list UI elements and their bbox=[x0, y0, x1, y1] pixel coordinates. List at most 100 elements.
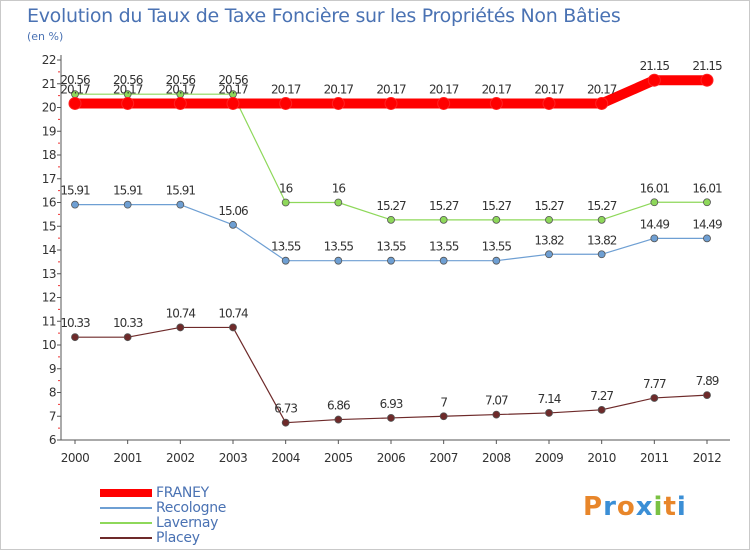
proxiti-logo: Proxiti bbox=[583, 492, 687, 522]
data-point-placey bbox=[387, 414, 395, 422]
data-label-franey: 20.17 bbox=[324, 82, 354, 96]
data-label-placey: 10.74 bbox=[218, 306, 248, 320]
data-labels: 20.17 20.17 20.17 20.17 20.17 20.17 20.17 20.17… bbox=[60, 59, 723, 416]
legend-label-recologne: Recologne bbox=[156, 499, 227, 516]
legend-item-franey: FRANEY bbox=[100, 485, 209, 501]
y-tick-label: 19 bbox=[42, 124, 56, 138]
logo-letter: i bbox=[676, 492, 687, 522]
logo-letter: t bbox=[663, 492, 677, 522]
data-label-recologne: 13.82 bbox=[534, 233, 564, 247]
x-tick-label: 2001 bbox=[113, 451, 142, 465]
data-point-placey bbox=[123, 333, 132, 342]
data-label-placey: 10.74 bbox=[166, 306, 196, 320]
data-point-franey bbox=[121, 96, 135, 110]
data-point-lavernay bbox=[545, 215, 553, 224]
data-point-placey bbox=[176, 323, 185, 332]
data-label-lavernay: 16 bbox=[332, 182, 346, 196]
y-tick-label: 18 bbox=[42, 148, 56, 162]
data-point-placey bbox=[597, 405, 606, 414]
data-point-lavernay bbox=[281, 198, 290, 207]
data-label-placey: 7.14 bbox=[538, 392, 561, 406]
data-label-placey: 6.93 bbox=[380, 397, 403, 411]
x-tick-label: 2011 bbox=[640, 451, 669, 465]
data-label-placey: 10.33 bbox=[60, 316, 90, 330]
data-label-recologne: 13.55 bbox=[376, 240, 406, 254]
y-tick-label: 6 bbox=[49, 433, 56, 447]
y-tick-label: 16 bbox=[42, 196, 56, 210]
data-label-recologne: 15.91 bbox=[166, 184, 196, 198]
data-point-placey bbox=[545, 409, 553, 417]
data-label-placey: 6.73 bbox=[274, 402, 297, 416]
data-point-placey bbox=[439, 412, 448, 421]
data-label-franey: 20.17 bbox=[482, 82, 512, 96]
logo-letter: r bbox=[603, 492, 617, 522]
y-tick-label: 14 bbox=[42, 243, 56, 257]
data-point-recologne bbox=[703, 234, 711, 243]
data-label-lavernay: 20.56 bbox=[60, 73, 90, 87]
data-point-franey bbox=[384, 96, 398, 110]
legend-label-placey: Placey bbox=[156, 529, 200, 546]
x-tick-label: 2003 bbox=[219, 451, 248, 465]
x-tick-label: 2009 bbox=[535, 451, 564, 465]
data-point-lavernay bbox=[650, 198, 659, 207]
data-label-lavernay: 16.01 bbox=[640, 181, 670, 195]
legend-label-lavernay: Lavernay bbox=[156, 514, 219, 531]
data-point-lavernay bbox=[492, 215, 501, 224]
data-label-recologne: 15.91 bbox=[60, 184, 90, 198]
data-label-franey: 20.17 bbox=[534, 82, 564, 96]
data-point-lavernay bbox=[597, 215, 606, 224]
legend-item-placey: Placey bbox=[100, 529, 200, 546]
data-label-franey: 20.17 bbox=[60, 82, 90, 96]
data-label-placey: 6.86 bbox=[327, 399, 350, 413]
logo-letter: x bbox=[635, 492, 654, 522]
y-tick-label: 17 bbox=[42, 172, 56, 186]
data-point-recologne bbox=[176, 200, 185, 209]
data-point-franey bbox=[279, 96, 293, 110]
data-point-franey bbox=[647, 73, 661, 87]
logo-letter: o bbox=[616, 492, 636, 522]
data-point-recologne bbox=[387, 256, 395, 265]
data-label-franey: 20.17 bbox=[587, 82, 617, 96]
data-point-franey bbox=[542, 96, 556, 110]
x-tick-label: 2002 bbox=[166, 451, 195, 465]
data-label-placey: 10.33 bbox=[113, 316, 143, 330]
data-label-lavernay: 16 bbox=[279, 182, 293, 196]
data-point-recologne bbox=[71, 200, 79, 209]
data-point-recologne bbox=[492, 256, 501, 265]
data-label-franey: 21.15 bbox=[692, 59, 722, 73]
y-tick-label: 21 bbox=[42, 77, 56, 91]
data-label-franey: 20.17 bbox=[429, 82, 459, 96]
data-point-franey bbox=[68, 96, 82, 110]
x-tick-label: 2007 bbox=[429, 451, 458, 465]
data-label-placey: 7.27 bbox=[590, 389, 613, 403]
data-point-placey bbox=[650, 394, 659, 402]
x-tick-label: 2010 bbox=[587, 451, 616, 465]
legend-item-lavernay: Lavernay bbox=[100, 514, 219, 531]
y-tick-label: 12 bbox=[42, 291, 56, 305]
data-point-lavernay bbox=[334, 198, 343, 207]
data-point-franey bbox=[700, 73, 714, 87]
data-label-lavernay: 15.27 bbox=[482, 199, 512, 213]
data-label-franey: 20.17 bbox=[376, 82, 406, 96]
data-label-recologne: 13.55 bbox=[429, 240, 459, 254]
data-label-lavernay: 20.56 bbox=[218, 73, 248, 87]
data-label-franey: 21.15 bbox=[640, 59, 670, 73]
data-label-lavernay: 15.27 bbox=[376, 199, 406, 213]
series-lines bbox=[68, 73, 714, 427]
data-label-recologne: 13.55 bbox=[271, 240, 301, 254]
legend-item-recologne: Recologne bbox=[100, 499, 227, 516]
data-label-lavernay: 15.27 bbox=[534, 199, 564, 213]
data-point-recologne bbox=[229, 220, 237, 229]
data-point-placey bbox=[492, 410, 501, 419]
x-tick-label: 2005 bbox=[324, 451, 353, 465]
data-label-recologne: 13.82 bbox=[587, 233, 617, 247]
data-label-placey: 7.89 bbox=[696, 374, 719, 388]
x-tick-label: 2012 bbox=[693, 451, 722, 465]
data-point-recologne bbox=[439, 256, 448, 265]
legend-swatch-placey bbox=[100, 536, 152, 539]
data-label-lavernay: 16.01 bbox=[692, 181, 722, 195]
y-axis-unit: (en %) bbox=[27, 30, 64, 43]
data-label-franey: 20.17 bbox=[166, 82, 196, 96]
axes: 6 7 8 9 10 11 12 13 14 15 16 17 18 19 20 21 22 2000 2001 20… bbox=[42, 53, 730, 465]
